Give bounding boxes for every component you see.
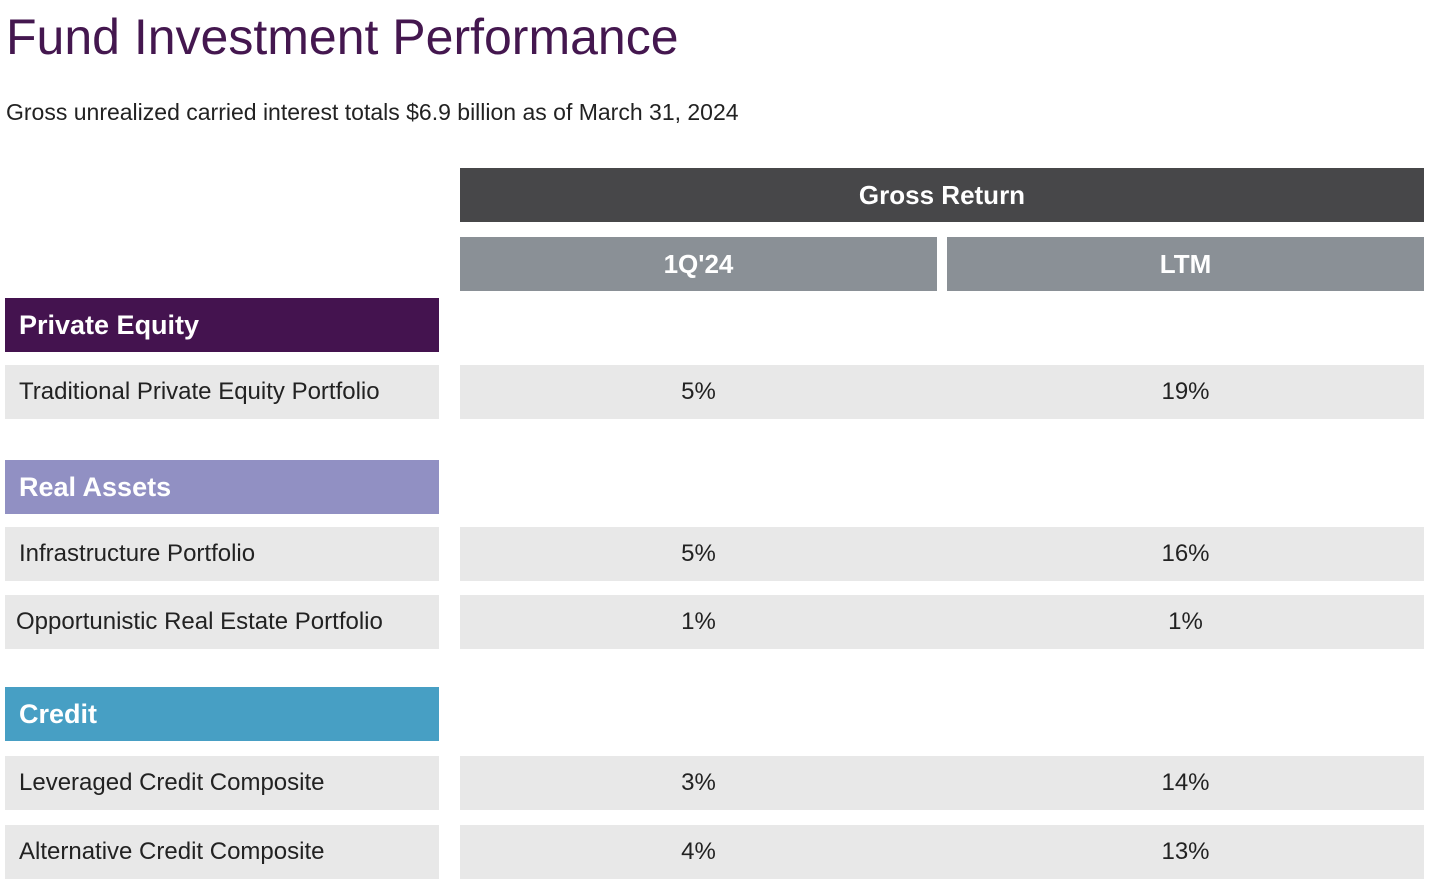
section-header-credit: Credit [5, 687, 439, 741]
column-header-1q24: 1Q'24 [460, 237, 937, 291]
table-row: 5% 16% [460, 527, 1424, 581]
page-title: Fund Investment Performance [6, 9, 679, 65]
value-1q24: 4% [681, 838, 716, 865]
row-label-leveraged-credit: Leveraged Credit Composite [5, 756, 439, 810]
page-subtitle: Gross unrealized carried interest totals… [6, 99, 739, 125]
value-1q24: 3% [681, 769, 716, 796]
section-header-real-assets: Real Assets [5, 460, 439, 514]
table-row: 1% 1% [460, 595, 1424, 649]
row-label-infrastructure: Infrastructure Portfolio [5, 527, 439, 581]
value-ltm: 14% [1161, 769, 1210, 796]
table-row: 3% 14% [460, 756, 1424, 810]
value-1q24: 5% [681, 540, 716, 567]
section-header-private-equity: Private Equity [5, 298, 439, 352]
value-1q24: 5% [681, 378, 716, 405]
row-label-alternative-credit: Alternative Credit Composite [5, 825, 439, 879]
value-ltm: 19% [1161, 378, 1210, 405]
value-ltm: 16% [1161, 540, 1210, 567]
gross-return-header: Gross Return [460, 168, 1424, 222]
row-label-traditional-private-equity: Traditional Private Equity Portfolio [5, 365, 439, 419]
table-row: 4% 13% [460, 825, 1424, 879]
table-row: 5% 19% [460, 365, 1424, 419]
value-ltm: 13% [1161, 838, 1210, 865]
column-header-ltm: LTM [947, 237, 1424, 291]
row-label-opportunistic-real-estate: Opportunistic Real Estate Portfolio [5, 595, 439, 649]
value-1q24: 1% [681, 608, 716, 635]
value-ltm: 1% [1168, 608, 1203, 635]
